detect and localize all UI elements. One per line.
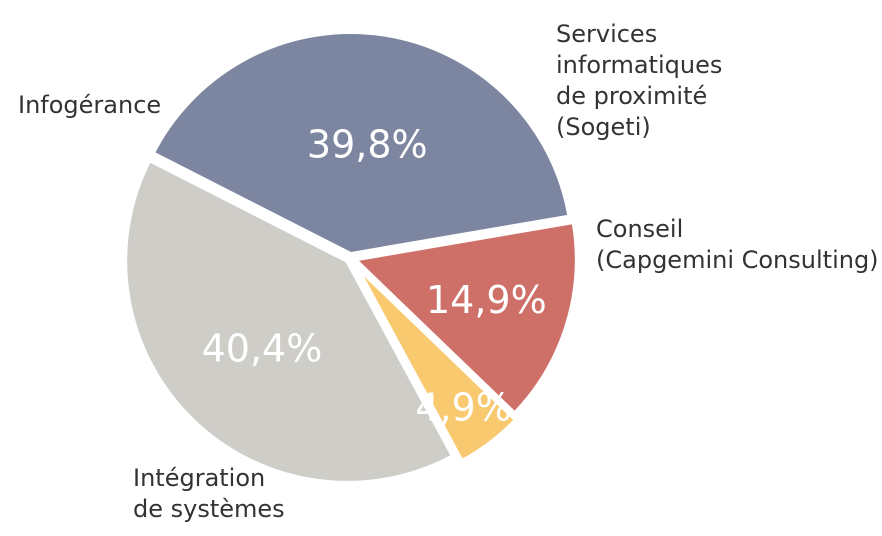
category-label-line: (Sogeti) [556, 113, 651, 141]
pie-slice-integration [123, 158, 455, 485]
category-label-line: Intégration [133, 464, 265, 492]
slice-value-label-conseil: 4,9% [415, 385, 512, 429]
pie-slices [123, 30, 579, 485]
category-label-line: de proximité [556, 82, 707, 110]
pie-category-labels: Infogérance Services informatiques de proxi… [18, 20, 879, 523]
category-label-conseil: Conseil (Capgemini Consulting) [596, 215, 879, 274]
pie-slice-services [352, 219, 579, 416]
slice-value-label-integration: 40,4% [202, 326, 323, 370]
category-label-line: Infogérance [18, 91, 161, 119]
category-label-line: Conseil [596, 215, 683, 243]
slice-value-label-services: 14,9% [426, 278, 547, 322]
category-label-line: informatiques [556, 51, 722, 79]
category-label-infogerance: Infogérance [18, 91, 161, 119]
category-label-line: de systèmes [133, 495, 285, 523]
category-label-services: Services informatiques de proximité (Sogeti… [556, 20, 722, 141]
category-label-line: Services [556, 20, 657, 48]
pie-value-labels: 39,8% 14,9% 4,9% 40,4% [202, 122, 547, 429]
pie-slice-infogerance [150, 30, 572, 257]
pie-slice-conseil [354, 263, 518, 464]
category-label-line: (Capgemini Consulting) [596, 246, 879, 274]
category-label-integration: Intégration de systèmes [133, 464, 285, 523]
slice-value-label-infogerance: 39,8% [307, 122, 428, 166]
